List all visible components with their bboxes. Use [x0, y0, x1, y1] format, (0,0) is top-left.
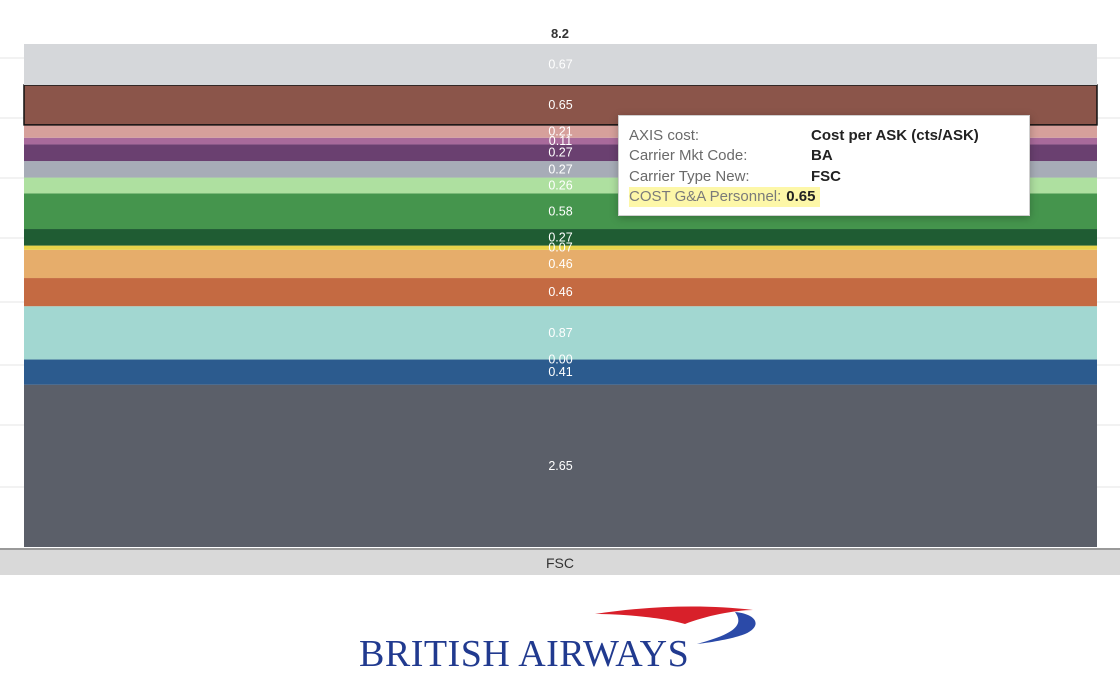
tooltip-value: BA	[811, 147, 833, 165]
speedmarque-swoosh-icon	[595, 606, 756, 644]
bar-segment[interactable]	[24, 278, 1097, 307]
british-airways-logo: BRITISH AIRWAYS	[355, 600, 765, 680]
tooltip-row-carrier: Carrier Mkt Code: BA	[629, 146, 1019, 167]
tooltip-key: AXIS cost:	[629, 126, 700, 144]
tooltip-row-carrier-type: Carrier Type New: FSC	[629, 166, 1019, 187]
segment-value-label: 0.27	[548, 146, 572, 160]
bar-segment[interactable]	[24, 137, 1097, 145]
bar-segment[interactable]	[24, 229, 1097, 246]
segment-value-label: 0.07	[548, 241, 572, 255]
segment-value-label: 0.67	[548, 58, 572, 72]
segment-value-label: 0.58	[548, 204, 572, 218]
segment-value-label: 0.46	[548, 257, 572, 271]
tooltip-key: Carrier Mkt Code:	[629, 147, 748, 165]
tooltip-value: Cost per ASK (cts/ASK)	[811, 126, 979, 144]
segment-value-label: 0.46	[548, 285, 572, 299]
segment-value-label: 0.41	[548, 365, 572, 379]
total-value-label: 8.2	[551, 26, 569, 41]
tooltip-value: FSC	[811, 167, 841, 185]
segment-value-label: 0.00	[548, 353, 572, 367]
segment-value-label: 0.27	[548, 162, 572, 176]
chart-svg: 2.650.410.000.870.460.460.070.270.580.26…	[0, 26, 1120, 547]
segment-value-label: 0.21	[548, 124, 572, 138]
bar-segment[interactable]	[24, 245, 1097, 250]
tooltip-row-axis: AXIS cost: Cost per ASK (cts/ASK)	[629, 125, 1019, 146]
bar-segment[interactable]	[24, 306, 1097, 360]
bar-segment[interactable]	[24, 44, 1097, 86]
bar-segment[interactable]	[24, 249, 1097, 279]
tooltip-key: COST G&A Personnel:	[629, 188, 782, 206]
segment-value-label: 0.26	[548, 179, 572, 193]
segment-value-label: 2.65	[548, 459, 572, 473]
tooltip-value: 0.65	[786, 188, 816, 206]
segment-value-label: 0.11	[549, 134, 572, 148]
segment-value-label: 0.27	[548, 230, 572, 244]
segment-value-label: 0.65	[548, 98, 572, 112]
x-axis: FSC	[0, 548, 1120, 575]
segment-labels: 2.650.410.000.870.460.460.070.270.580.26…	[548, 58, 572, 473]
tooltip-row-highlight: COST G&A Personnel: 0.65	[629, 186, 820, 207]
tooltip-key: Carrier Type New:	[629, 167, 750, 185]
stacked-bar-chart: 2.65 0.41 0.00 0.87 0.46 0.46 0.07 0.27 0.58 0.26…	[0, 26, 1120, 547]
bar-segment[interactable]	[24, 359, 1097, 385]
tooltip: AXIS cost: Cost per ASK (cts/ASK) Carrie…	[618, 115, 1030, 216]
bar-segment[interactable]	[24, 384, 1097, 547]
x-axis-tick-label: FSC	[546, 554, 574, 571]
logo-wordmark: BRITISH AIRWAYS	[359, 633, 690, 675]
segment-value-label: 0.87	[548, 326, 572, 340]
